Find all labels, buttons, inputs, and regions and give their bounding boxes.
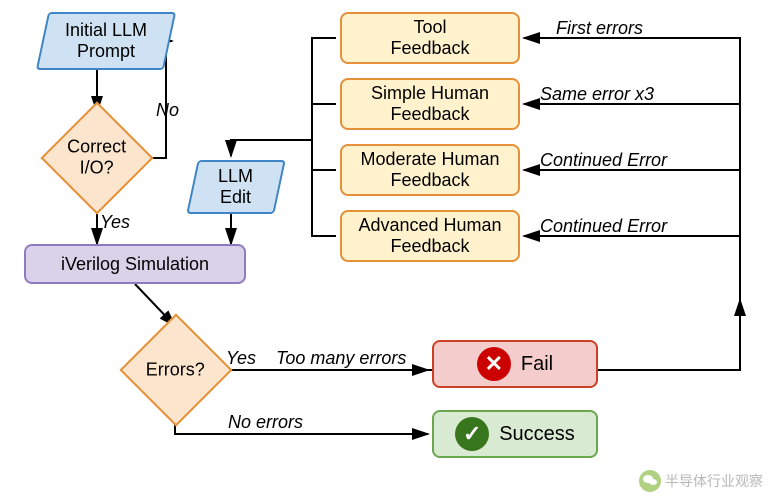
node-label: Initial LLMPrompt	[65, 20, 147, 62]
node-advanced-human: Advanced HumanFeedback	[340, 210, 520, 262]
edge-label-cont-err1: Continued Error	[540, 150, 667, 171]
node-label: CorrectI/O?	[67, 137, 126, 179]
arrow-15	[231, 140, 312, 156]
node-label: Moderate HumanFeedback	[360, 149, 499, 191]
node-simple-human: Simple HumanFeedback	[340, 78, 520, 130]
node-success: ✓ Success	[432, 410, 598, 458]
edge-label-yes2: Yes	[226, 348, 256, 369]
node-tool-feedback: ToolFeedback	[340, 12, 520, 64]
watermark: 半导体行业观察	[639, 470, 763, 492]
arrow-10	[524, 236, 740, 300]
edge-label-yes1: Yes	[100, 212, 130, 233]
success-icon: ✓	[455, 417, 489, 451]
node-label: Simple HumanFeedback	[371, 83, 489, 125]
node-initial-prompt: Initial LLMPrompt	[36, 12, 176, 70]
node-errors: Errors?	[119, 313, 232, 426]
node-label: Errors?	[146, 359, 205, 380]
node-fail: ✕ Fail	[432, 340, 598, 388]
fail-icon: ✕	[477, 347, 511, 381]
arrow-8	[524, 104, 740, 300]
node-llm-edit: LLMEdit	[186, 160, 285, 214]
arrow-12	[312, 38, 336, 236]
node-label: Advanced HumanFeedback	[358, 215, 501, 257]
edge-label-too-many: Too many errors	[276, 348, 406, 369]
node-label: Success	[499, 423, 575, 446]
node-correct-io: CorrectI/O?	[40, 101, 153, 214]
edge-label-cont-err2: Continued Error	[540, 216, 667, 237]
edge-label-first-errors: First errors	[556, 18, 643, 39]
node-iverilog: iVerilog Simulation	[24, 244, 246, 284]
node-label: LLMEdit	[218, 166, 253, 208]
node-label: iVerilog Simulation	[61, 254, 209, 275]
watermark-text: 半导体行业观察	[665, 471, 763, 491]
edge-label-no-errors: No errors	[228, 412, 303, 433]
node-label: Fail	[521, 353, 553, 376]
edge-label-same-error: Same error x3	[540, 84, 654, 105]
node-label: ToolFeedback	[390, 17, 469, 59]
node-moderate-human: Moderate HumanFeedback	[340, 144, 520, 196]
edge-label-no: No	[156, 100, 179, 121]
wechat-icon	[639, 470, 661, 492]
